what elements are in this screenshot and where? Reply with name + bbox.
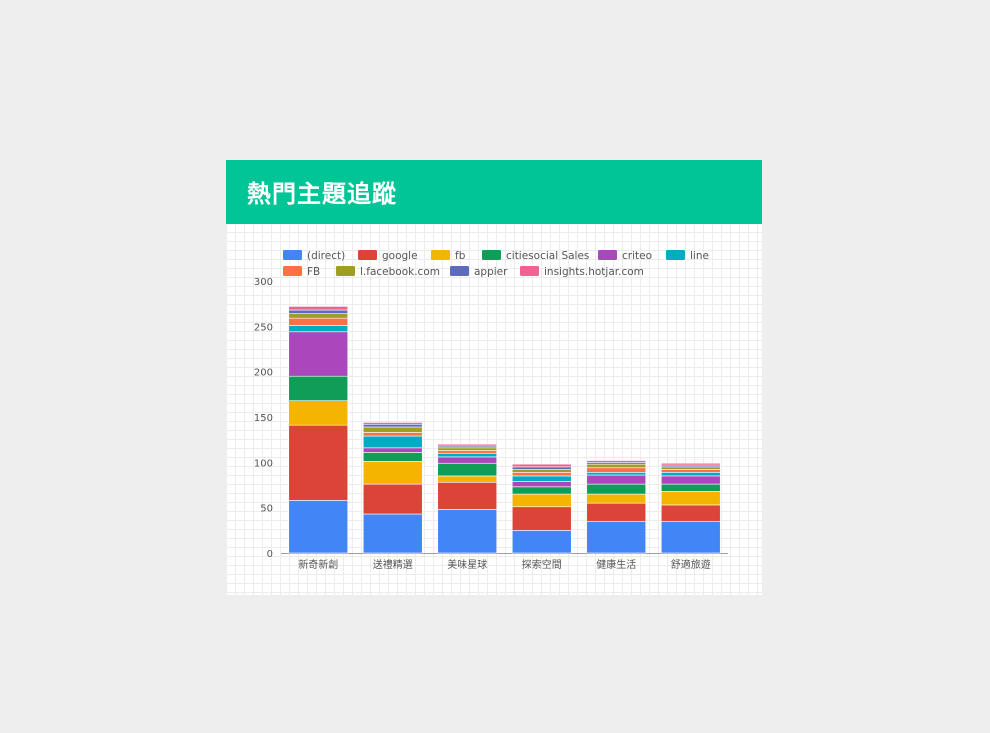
bar-segment bbox=[511, 530, 572, 554]
legend-label: fb bbox=[455, 250, 466, 262]
bar-segment bbox=[288, 400, 349, 426]
bar-segment bbox=[288, 306, 349, 311]
bar-segment bbox=[660, 472, 721, 477]
bar-segment bbox=[362, 513, 423, 554]
bar-segment bbox=[288, 424, 349, 501]
card-title: 熱門主題追蹤 bbox=[247, 180, 397, 208]
legend-label: insights.hotjar.com bbox=[544, 266, 644, 278]
x-tick-label: 探索空間 bbox=[522, 558, 562, 571]
bar-segment bbox=[660, 466, 721, 470]
bar-segment bbox=[511, 475, 572, 482]
bar-segment bbox=[660, 462, 721, 466]
bar-segment bbox=[437, 452, 498, 458]
bar-segment bbox=[362, 483, 423, 515]
bar-segment bbox=[362, 447, 423, 453]
bar-segment bbox=[511, 481, 572, 488]
x-tick-label: 健康生活 bbox=[596, 558, 636, 571]
y-tick-label: 200 bbox=[254, 368, 273, 379]
bar-segment bbox=[288, 500, 349, 554]
legend-label: l.facebook.com bbox=[360, 266, 440, 278]
legend-label: (direct) bbox=[307, 250, 345, 262]
bar-segment bbox=[288, 325, 349, 333]
bar-segment bbox=[288, 313, 349, 319]
legend-swatch bbox=[666, 250, 685, 260]
bar-segment bbox=[288, 309, 349, 314]
bar-segment bbox=[660, 469, 721, 473]
bar-segment bbox=[437, 475, 498, 483]
bar-segment bbox=[660, 504, 721, 522]
legend-swatch bbox=[283, 266, 302, 276]
bar-segment bbox=[362, 426, 423, 433]
bar-segment bbox=[586, 467, 647, 473]
bar-segment bbox=[437, 481, 498, 510]
legend-label: citiesocial Sales bbox=[506, 250, 589, 262]
legend-swatch bbox=[598, 250, 617, 260]
bar-segment bbox=[511, 493, 572, 508]
bar-segment bbox=[660, 491, 721, 506]
y-tick-label: 250 bbox=[254, 322, 273, 333]
bar-segment bbox=[362, 452, 423, 462]
bar-segment bbox=[362, 435, 423, 449]
bar-segment bbox=[660, 483, 721, 492]
legend-label: criteo bbox=[622, 250, 652, 262]
y-tick-label: 150 bbox=[254, 413, 273, 424]
bar-segment bbox=[511, 466, 572, 470]
bar-segment bbox=[288, 375, 349, 401]
bar-segment bbox=[437, 443, 498, 447]
bar-segment bbox=[437, 462, 498, 477]
bar-segment bbox=[511, 469, 572, 473]
bar-segment bbox=[362, 432, 423, 437]
bar-segment bbox=[362, 461, 423, 485]
bar-segment bbox=[362, 423, 423, 428]
bar-segment bbox=[586, 460, 647, 463]
legend-swatch bbox=[336, 266, 355, 276]
bar-segment bbox=[511, 472, 572, 477]
x-tick-label: 送禮精選 bbox=[373, 558, 413, 571]
bar-segment bbox=[511, 506, 572, 531]
bar-segment bbox=[511, 486, 572, 495]
legend-label: google bbox=[382, 250, 418, 262]
bar-segment bbox=[362, 422, 423, 425]
y-tick-label: 300 bbox=[254, 277, 273, 288]
x-tick-label: 新奇新創 bbox=[298, 558, 338, 571]
y-tick-label: 50 bbox=[260, 504, 273, 515]
card-header: 熱門主題追蹤 bbox=[226, 160, 762, 224]
chart-card: 熱門主題追蹤 0 50 100 150 200 250 300 新奇新創 送禮精選 美味星球 探索空… bbox=[226, 160, 762, 595]
y-tick-label: 0 bbox=[267, 549, 273, 560]
stacked-bar-chart: 0 50 100 150 200 250 300 新奇新創 送禮精選 美味星球 探索空間 健康生活 舒適… bbox=[254, 250, 728, 571]
bar-segment bbox=[586, 463, 647, 469]
bar-segment bbox=[437, 447, 498, 451]
bar-segment bbox=[437, 450, 498, 454]
bar-segment bbox=[586, 493, 647, 504]
bar-segment bbox=[586, 520, 647, 554]
bar-segment bbox=[586, 474, 647, 485]
bar-segment bbox=[288, 317, 349, 326]
bar-segment bbox=[437, 456, 498, 464]
x-tick-label: 美味星球 bbox=[447, 558, 487, 571]
legend-swatch bbox=[482, 250, 501, 260]
legend-label: FB bbox=[307, 266, 320, 278]
legend-swatch bbox=[431, 250, 450, 260]
bar-segment bbox=[660, 520, 721, 554]
bar-segment bbox=[660, 475, 721, 485]
legend-swatch bbox=[450, 266, 469, 276]
legend-swatch bbox=[283, 250, 302, 260]
bar-segment bbox=[288, 331, 349, 377]
legend-swatch bbox=[358, 250, 377, 260]
x-tick-label: 舒適旅遊 bbox=[671, 558, 711, 571]
legend-swatch bbox=[520, 266, 539, 276]
bar-segment bbox=[511, 463, 572, 468]
bar-segment bbox=[586, 472, 647, 476]
y-tick-label: 100 bbox=[254, 458, 273, 469]
bar-segment bbox=[586, 502, 647, 522]
bar-segment bbox=[437, 509, 498, 554]
legend-label: line bbox=[690, 250, 709, 262]
legend-label: appier bbox=[474, 266, 508, 278]
bar-segment bbox=[586, 483, 647, 495]
